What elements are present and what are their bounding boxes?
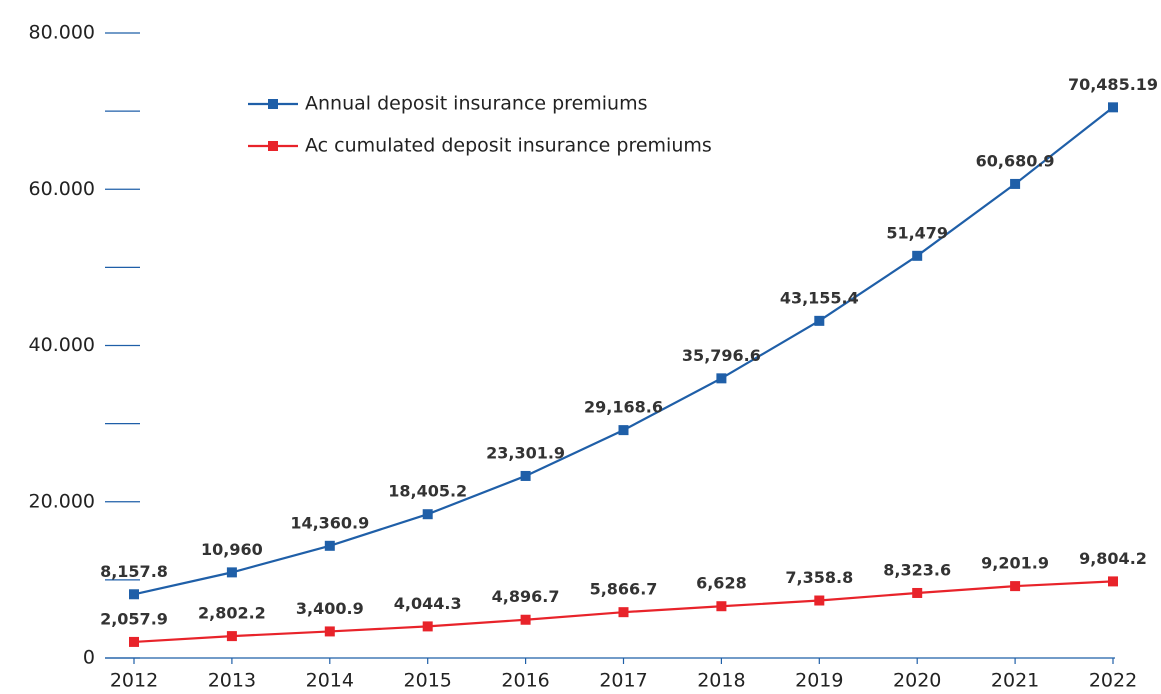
data-label: 60,680.9 [976, 151, 1055, 170]
marker [129, 589, 139, 600]
y-tick-label: 0 [83, 647, 95, 669]
data-label: 35,796.6 [682, 346, 761, 365]
data-label: 9,201.9 [981, 554, 1049, 573]
marker [716, 601, 727, 612]
marker [618, 425, 629, 436]
marker [324, 626, 335, 637]
data-label: 7,358.8 [785, 568, 853, 587]
marker [1010, 581, 1021, 592]
data-label: 4,044.3 [394, 594, 462, 613]
x-tick-label: 2017 [599, 670, 647, 692]
marker [226, 567, 237, 578]
marker [814, 315, 825, 326]
data-label: 2,802.2 [198, 604, 266, 623]
marker [716, 373, 727, 384]
marker [324, 540, 335, 551]
series-line [133, 106, 1114, 596]
legend-label: Annual deposit insurance premiums [305, 93, 648, 115]
y-tick-label: 80.000 [29, 22, 95, 44]
x-tick-label: 2015 [404, 670, 452, 692]
x-tick-label: 2014 [306, 670, 354, 692]
data-label: 8,157.8 [100, 562, 168, 581]
legend-label: Ac cumulated deposit insurance premiums [305, 135, 712, 157]
marker [129, 636, 139, 647]
data-label: 70,485.19 [1068, 75, 1158, 94]
x-tick-label: 2013 [208, 670, 256, 692]
marker [422, 621, 433, 632]
marker [422, 509, 433, 520]
x-tick-label: 2019 [795, 670, 843, 692]
data-label: 6,628 [696, 574, 747, 593]
marker [1010, 178, 1021, 189]
marker [912, 250, 923, 261]
marker [1108, 102, 1118, 113]
legend-marker [268, 99, 278, 109]
marker [618, 607, 629, 618]
y-tick-label: 40.000 [29, 334, 95, 356]
x-tick-label: 2016 [501, 670, 549, 692]
marker [520, 614, 531, 625]
x-tick-label: 2022 [1089, 670, 1137, 692]
marker [226, 631, 237, 642]
x-tick-label: 2020 [893, 670, 941, 692]
marker [814, 595, 825, 606]
marker [912, 587, 923, 598]
legend-marker [268, 141, 278, 151]
x-tick-label: 2012 [110, 670, 158, 692]
data-label: 29,168.6 [584, 398, 663, 417]
data-label: 14,360.9 [290, 513, 369, 532]
data-label: 3,400.9 [296, 599, 364, 618]
data-label: 2,057.9 [100, 609, 168, 628]
marker [520, 470, 531, 481]
data-label: 5,866.7 [590, 580, 658, 599]
data-label: 43,155.4 [780, 288, 859, 307]
y-tick-label: 60.000 [29, 178, 95, 200]
marker [1108, 576, 1118, 587]
data-label: 23,301.9 [486, 443, 565, 462]
y-tick-label: 20.000 [29, 490, 95, 512]
data-label: 4,896.7 [492, 587, 560, 606]
x-tick-label: 2021 [991, 670, 1039, 692]
data-label: 18,405.2 [388, 482, 467, 501]
data-label: 51,479 [886, 223, 948, 242]
data-label: 9,804.2 [1079, 549, 1147, 568]
data-label: 10,960 [201, 540, 263, 559]
x-tick-label: 2018 [697, 670, 745, 692]
data-label: 8,323.6 [883, 560, 951, 579]
